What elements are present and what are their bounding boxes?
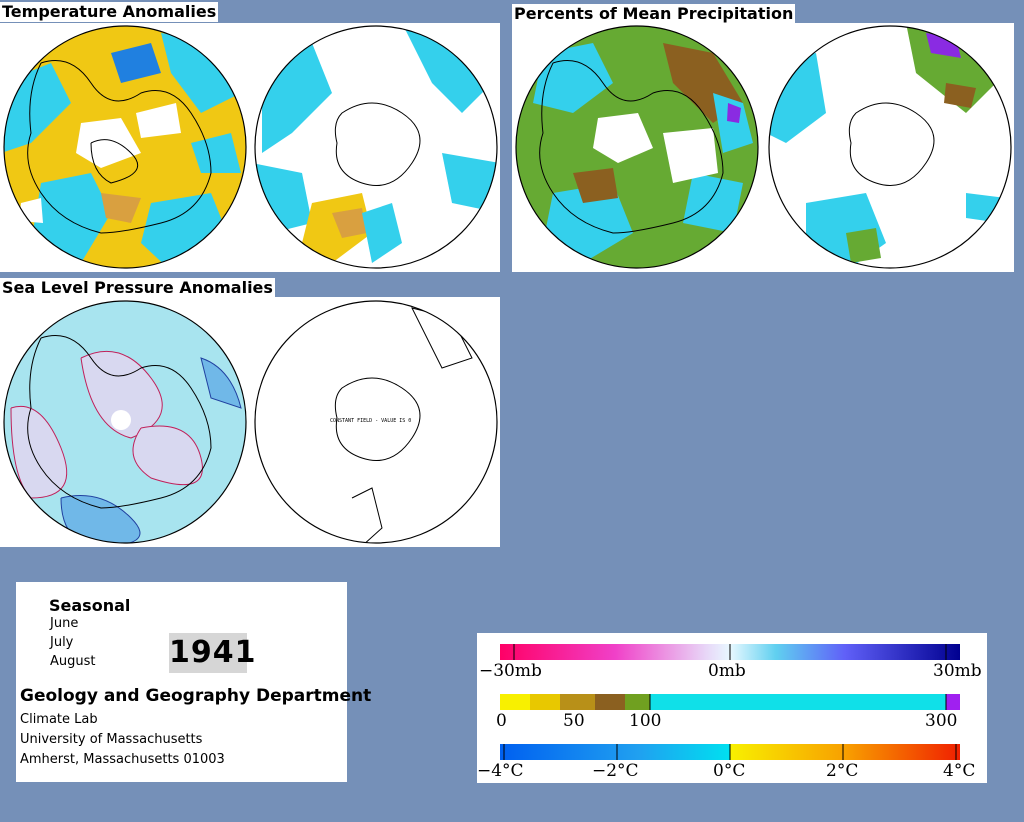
precip-label-50: 50 — [563, 711, 585, 731]
temperature-title: Temperature Anomalies — [0, 2, 219, 22]
temperature-southern-globe — [254, 25, 498, 269]
temperature-panel — [0, 23, 500, 272]
temp-label-neg2: −2°C — [592, 761, 639, 781]
lab-line: Climate Lab — [20, 712, 98, 727]
pressure-southern-note: CONSTANT FIELD - VALUE IS 0 — [330, 418, 412, 424]
precip-label-0: 0 — [496, 711, 507, 731]
month-august: August — [50, 654, 96, 669]
precipitation-title: Percents of Mean Precipitation — [512, 4, 796, 24]
pressure-label-mid: 0mb — [708, 661, 746, 681]
temp-label-0: 0°C — [713, 761, 746, 781]
temp-label-2: 2°C — [826, 761, 859, 781]
pressure-southern-globe — [254, 300, 498, 544]
year-label: 1941 — [169, 633, 256, 673]
department-label: Geology and Geography Department — [20, 686, 372, 706]
university-line: University of Massachusetts — [20, 732, 203, 747]
month-june: June — [50, 616, 79, 631]
temp-label-4: 4°C — [943, 761, 976, 781]
temperature-northern-globe — [3, 25, 247, 269]
season-label: Seasonal — [49, 596, 131, 615]
pressure-title: Sea Level Pressure Anomalies — [0, 278, 275, 298]
pressure-label-max: 30mb — [933, 661, 982, 681]
precipitation-northern-globe — [515, 25, 759, 269]
pressure-northern-globe — [3, 300, 247, 544]
pressure-label-min: −30mb — [479, 661, 542, 681]
month-july: July — [50, 635, 74, 650]
address-line: Amherst, Massachusetts 01003 — [20, 752, 225, 767]
pressure-panel: CONSTANT FIELD - VALUE IS 0 — [0, 297, 500, 547]
pressure-colorbar — [500, 644, 960, 660]
precip-colorbar — [500, 694, 960, 710]
legend-box: −30mb 0mb 30mb 0 50 100 300 — [477, 633, 987, 783]
precip-label-100: 100 — [629, 711, 662, 731]
precip-label-300: 300 — [925, 711, 958, 731]
info-box: Seasonal June July August 1941 Geology a… — [16, 582, 371, 782]
precipitation-panel — [512, 23, 1014, 272]
precipitation-southern-globe — [768, 25, 1012, 269]
temp-label-neg4: −4°C — [477, 761, 524, 781]
temp-colorbar — [500, 744, 960, 760]
